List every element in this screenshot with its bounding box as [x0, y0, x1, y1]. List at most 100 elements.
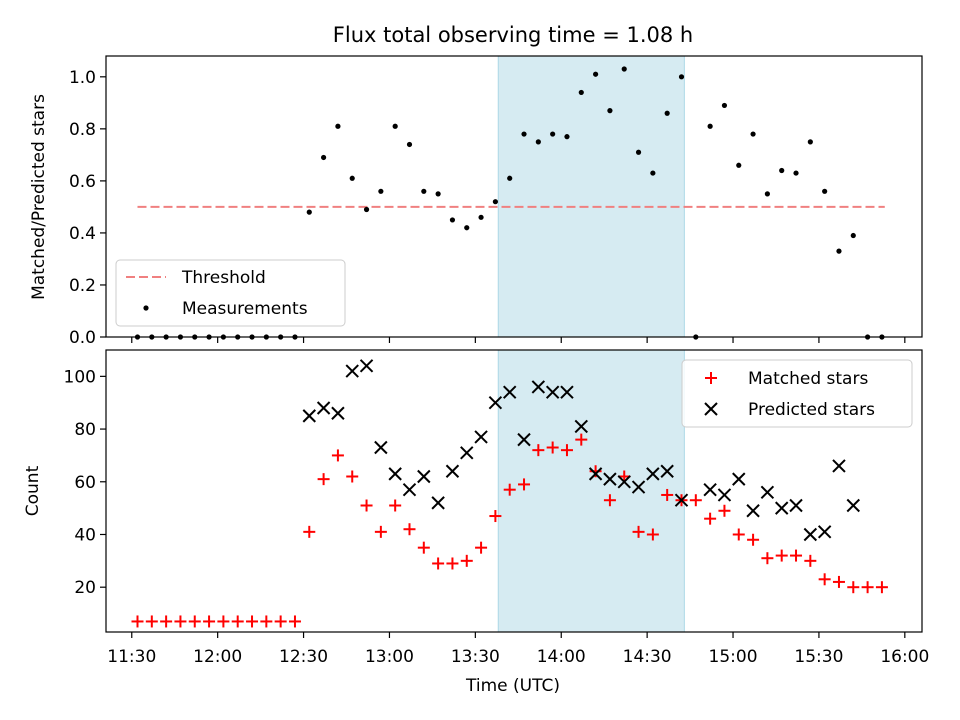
measurement-point [850, 232, 856, 239]
measurement-point [650, 170, 656, 176]
measurement-point [721, 102, 728, 109]
matched-star-point [818, 573, 831, 586]
measurement-point [736, 162, 742, 168]
matched-star-point [160, 615, 173, 628]
measurement-point [478, 214, 484, 220]
measurement-point [406, 141, 413, 148]
predicted-star-point [717, 488, 732, 502]
measurement-point [593, 71, 599, 77]
predicted-star-point [402, 482, 417, 497]
legend-matched-label: Matched stars [748, 369, 868, 389]
matched-star-point [403, 523, 416, 536]
legend-measurements-swatch [143, 305, 149, 311]
x-tick-label: 12:00 [193, 647, 242, 667]
matched-star-point [475, 541, 488, 554]
bottom-y-axis-label: Count [23, 465, 43, 516]
measurement-point [822, 188, 828, 194]
measurement-point [678, 74, 685, 80]
matched-star-point [847, 581, 860, 594]
measurement-point [621, 66, 627, 72]
bottom-y-axis: 20 40 60 80 100 [64, 367, 106, 598]
matched-star-point [203, 615, 216, 628]
bottom-y-tick-label: 60 [74, 473, 96, 493]
matched-star-point [603, 494, 616, 507]
measurement-point [707, 123, 713, 129]
matched-star-point [790, 549, 803, 562]
predicted-star-point [646, 467, 660, 481]
measurement-point [535, 139, 541, 145]
legend-threshold-label: Threshold [181, 268, 266, 288]
matched-star-point [546, 441, 559, 454]
bottom-x-axis: 11:30 12:00 12:30 13:00 13:30 14:00 14:30 15:00… [107, 632, 929, 667]
bottom-legend-box [681, 359, 913, 428]
predicted-star-point [660, 464, 674, 478]
matched-star-point [217, 615, 230, 628]
predicted-star-point [359, 359, 374, 373]
predicted-star-point [617, 475, 631, 489]
matched-star-point [274, 615, 287, 628]
measurement-point [750, 131, 756, 137]
matched-star-point [761, 552, 774, 565]
predicted-star-point [517, 432, 531, 447]
predicted-star-point [417, 469, 431, 484]
bottom-panel: 20 40 60 80 100 11:30 12:00 12:30 13:00 13:30 14:… [23, 349, 929, 696]
matched-star-point [775, 549, 788, 562]
matched-star-point [288, 615, 301, 628]
matched-star-point [875, 581, 888, 594]
matched-star-point [460, 554, 473, 567]
measurement-point [550, 131, 556, 137]
matched-star-point [417, 541, 430, 554]
matched-star-point [718, 504, 731, 517]
matched-star-point [317, 473, 330, 486]
predicted-star-point [374, 440, 388, 455]
x-tick-label: 12:30 [279, 647, 328, 667]
matched-star-point [489, 510, 502, 523]
measurement-point [521, 131, 527, 137]
top-plot-frame [105, 55, 923, 338]
matched-star-point [246, 615, 259, 628]
measurement-point [492, 199, 498, 205]
predicted-star-point [345, 364, 359, 378]
matched-stars-points [131, 433, 888, 628]
x-tick-label: 16:00 [880, 647, 929, 667]
predicted-star-point [460, 446, 474, 460]
predicted-star-point [302, 409, 316, 423]
observing-window-shade-top [497, 55, 685, 338]
matched-star-point [532, 444, 545, 457]
predicted-star-point [789, 498, 803, 513]
matched-star-point [661, 488, 674, 501]
x-tick-label: 14:00 [537, 647, 586, 667]
measurement-point [764, 191, 770, 197]
predicted-star-point [445, 464, 460, 478]
top-y-tick-label: 1.0 [69, 68, 96, 88]
measurement-point [335, 123, 341, 129]
matched-star-point [231, 615, 244, 628]
measurement-point [349, 175, 355, 181]
legend-predicted-label: Predicted stars [748, 400, 875, 420]
legend-x-marker [704, 402, 718, 416]
top-legend-box [115, 259, 346, 327]
top-y-axis: 0.0 0.2 0.4 0.6 0.8 1.0 [69, 68, 106, 348]
matched-star-point [560, 444, 573, 457]
matched-star-point [360, 499, 373, 512]
bottom-y-tick-label: 100 [64, 367, 96, 387]
observing-window-shade-bottom [497, 349, 685, 633]
bottom-y-tick-label: 80 [74, 420, 96, 440]
bottom-y-tick-label: 40 [74, 525, 96, 545]
matched-star-point [704, 512, 717, 525]
predicted-star-point [502, 385, 517, 399]
matched-star-point [174, 615, 187, 628]
matched-star-point [346, 470, 359, 483]
chart-title: Flux total observing time = 1.08 h [333, 23, 693, 47]
bottom-plot-frame [105, 349, 923, 633]
predicted-star-point [732, 472, 746, 486]
top-panel: 0.0 0.2 0.4 0.6 0.8 1.0 Matched/Predicted sta… [29, 55, 923, 348]
legend-plus-marker [705, 372, 717, 384]
top-x-ticks [131, 337, 906, 343]
x-tick-label: 11:30 [107, 647, 156, 667]
matched-star-point [188, 615, 201, 628]
measurement-point [607, 108, 613, 114]
matched-star-point [689, 494, 702, 507]
predicted-star-point [316, 401, 331, 415]
predicted-star-point [817, 525, 832, 539]
